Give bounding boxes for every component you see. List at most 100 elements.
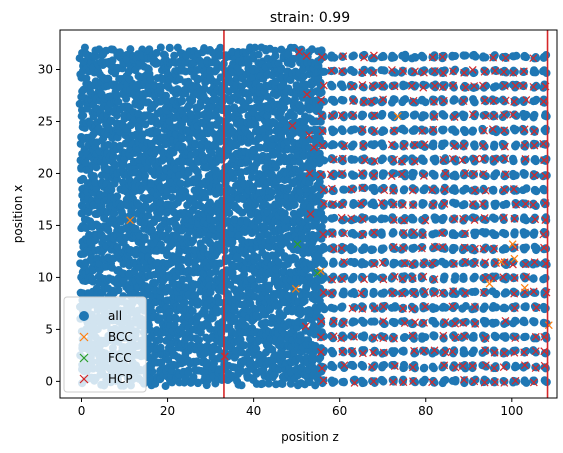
all-point xyxy=(125,75,134,84)
all-point xyxy=(459,346,468,355)
all-point xyxy=(448,376,457,385)
all-point xyxy=(144,321,153,330)
all-point xyxy=(293,151,302,160)
all-point xyxy=(438,257,447,266)
all-point xyxy=(298,104,307,113)
all-point xyxy=(268,117,277,126)
all-point xyxy=(510,288,519,297)
all-point xyxy=(274,59,283,68)
all-point xyxy=(329,95,338,104)
all-point xyxy=(228,268,237,277)
all-point xyxy=(184,168,193,177)
all-point xyxy=(328,290,337,299)
all-point xyxy=(320,305,329,314)
all-point xyxy=(126,283,135,292)
all-point xyxy=(368,83,377,92)
all-point xyxy=(421,98,430,107)
all-point xyxy=(379,51,388,60)
all-point xyxy=(329,349,338,358)
all-point xyxy=(378,361,387,370)
all-point xyxy=(419,364,428,373)
all-point xyxy=(417,154,426,163)
all-point xyxy=(268,345,277,354)
all-point xyxy=(459,186,468,195)
all-point xyxy=(330,304,339,313)
all-point xyxy=(108,56,117,65)
all-point xyxy=(519,215,528,224)
all-point xyxy=(400,169,409,178)
all-point xyxy=(358,156,367,165)
all-point xyxy=(470,200,479,209)
all-point xyxy=(329,319,338,328)
all-point xyxy=(138,45,147,54)
all-point xyxy=(122,55,131,64)
all-point xyxy=(511,142,520,151)
all-point xyxy=(387,111,396,120)
all-point xyxy=(529,274,538,283)
all-point xyxy=(377,156,386,165)
all-point xyxy=(349,272,358,281)
all-point xyxy=(469,331,478,340)
all-point xyxy=(430,171,439,180)
all-point xyxy=(156,43,165,52)
all-point xyxy=(94,221,103,230)
all-point xyxy=(205,198,214,207)
all-point xyxy=(398,98,407,107)
all-point xyxy=(358,348,367,357)
all-point xyxy=(162,96,171,105)
all-point xyxy=(368,184,377,193)
all-point xyxy=(165,307,174,316)
all-point xyxy=(409,215,418,224)
all-point xyxy=(338,229,347,238)
all-point xyxy=(410,377,419,386)
all-point xyxy=(319,215,328,224)
all-point xyxy=(428,303,437,312)
all-point xyxy=(271,77,280,86)
all-point xyxy=(368,259,377,268)
all-point xyxy=(224,292,233,301)
all-point xyxy=(480,66,489,75)
all-point xyxy=(521,142,530,151)
all-point xyxy=(490,214,499,223)
all-point xyxy=(181,283,190,292)
all-point xyxy=(114,97,123,106)
all-point xyxy=(349,317,358,326)
all-point xyxy=(267,170,276,179)
all-point xyxy=(490,170,499,179)
all-point xyxy=(233,252,242,261)
all-point xyxy=(368,112,377,121)
all-point xyxy=(399,333,408,342)
all-point xyxy=(460,126,469,135)
all-point xyxy=(508,154,517,163)
all-point xyxy=(175,248,184,257)
all-point xyxy=(178,96,187,105)
all-point xyxy=(211,166,220,175)
all-point xyxy=(330,53,339,62)
all-point xyxy=(289,111,298,120)
all-point xyxy=(128,216,137,225)
all-point xyxy=(81,158,90,167)
all-point xyxy=(468,51,477,60)
all-point xyxy=(147,179,156,188)
all-point xyxy=(168,193,177,202)
all-point xyxy=(440,66,449,75)
all-point xyxy=(468,245,477,254)
all-point xyxy=(520,333,529,342)
all-point xyxy=(258,379,267,388)
all-point xyxy=(347,142,356,151)
all-point xyxy=(448,52,457,61)
all-point xyxy=(264,281,273,290)
all-point xyxy=(510,230,519,239)
all-point xyxy=(468,126,477,135)
all-point xyxy=(91,52,100,61)
all-point xyxy=(347,170,356,179)
all-point xyxy=(113,192,122,201)
all-point xyxy=(126,45,135,54)
all-point xyxy=(103,74,112,83)
all-point xyxy=(380,199,389,208)
all-point xyxy=(451,186,460,195)
all-point xyxy=(439,213,448,222)
all-point xyxy=(115,48,124,57)
all-point xyxy=(451,199,460,208)
all-point xyxy=(247,275,256,284)
